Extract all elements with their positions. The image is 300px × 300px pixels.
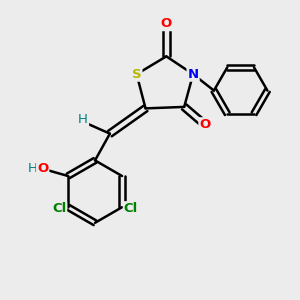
Text: H: H: [28, 162, 38, 175]
Text: O: O: [161, 17, 172, 30]
Text: Cl: Cl: [124, 202, 138, 215]
Text: O: O: [200, 118, 211, 131]
Text: H: H: [78, 113, 88, 126]
Text: O: O: [37, 162, 48, 175]
Text: S: S: [132, 68, 141, 81]
Text: Cl: Cl: [52, 202, 66, 215]
Text: N: N: [188, 68, 199, 81]
